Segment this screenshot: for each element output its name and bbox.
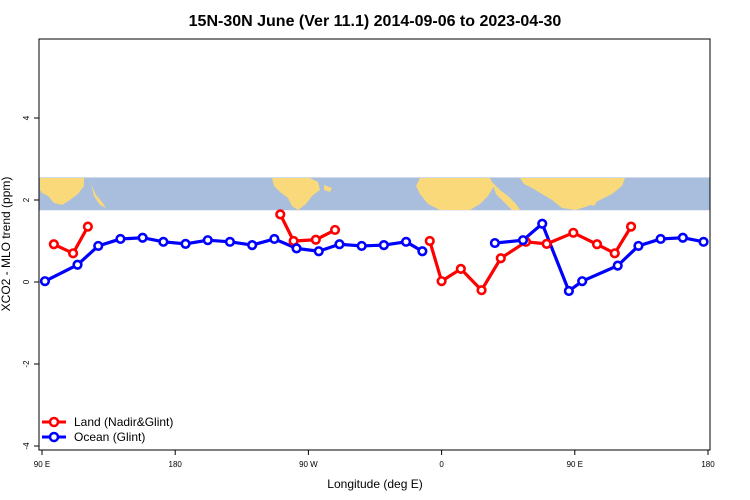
map-land-7 xyxy=(588,196,598,206)
data-point-ocean xyxy=(158,236,169,247)
legend-label-land: Land (Nadir&Glint) xyxy=(74,415,173,429)
data-point-ocean xyxy=(180,238,191,249)
data-point-ocean xyxy=(247,240,258,251)
x-axis: 90 E 180 90 W 0 90 E 180 xyxy=(34,450,715,469)
data-point-land xyxy=(495,253,506,264)
data-point-land xyxy=(568,227,579,238)
data-point-ocean xyxy=(677,232,688,243)
data-point-ocean xyxy=(698,236,709,247)
data-point-ocean xyxy=(291,243,302,254)
legend-marker-land xyxy=(48,416,60,428)
data-point-ocean xyxy=(115,233,126,245)
map-land-4 xyxy=(416,178,494,210)
legend-label-ocean: Ocean (Glint) xyxy=(74,430,145,444)
data-point-land xyxy=(541,238,552,249)
data-point-ocean xyxy=(655,233,666,245)
data-point-ocean xyxy=(400,236,412,247)
data-point-ocean xyxy=(269,233,280,245)
data-point-ocean xyxy=(633,240,644,252)
chart-title: 15N-30N June (Ver 11.1) 2014-09-06 to 20… xyxy=(189,13,562,30)
series-line-land xyxy=(428,225,633,292)
data-point-ocean xyxy=(356,240,367,252)
x-tick-label: 180 xyxy=(701,460,715,469)
data-point-land xyxy=(591,239,603,250)
data-point-land xyxy=(82,221,93,232)
data-point-land xyxy=(48,239,59,250)
map-land-0 xyxy=(40,178,84,205)
data-point-land xyxy=(609,248,620,259)
map-land-3 xyxy=(324,185,332,192)
map-land-5 xyxy=(492,182,520,210)
plot-frame xyxy=(38,38,711,451)
map-land-2 xyxy=(272,178,320,210)
x-tick-label: 180 xyxy=(169,460,183,469)
series-line-land xyxy=(278,213,336,243)
data-point-land xyxy=(329,224,341,236)
y-tick-label: -4 xyxy=(22,442,31,450)
series-line-ocean xyxy=(494,222,704,293)
data-point-ocean xyxy=(224,236,236,247)
data-point-ocean xyxy=(93,240,104,252)
y-axis: -4 -2 0 2 4 xyxy=(22,115,39,450)
data-point-ocean xyxy=(517,235,529,246)
data-point-ocean xyxy=(334,239,345,250)
world-map-band xyxy=(39,177,710,211)
x-tick-label: 0 xyxy=(439,460,444,469)
x-tick-label: 90 E xyxy=(567,460,583,469)
data-point-ocean xyxy=(417,246,428,257)
data-point-ocean xyxy=(489,237,500,249)
data-point-land xyxy=(455,263,466,274)
series-layer xyxy=(39,209,709,297)
data-point-ocean xyxy=(72,259,83,270)
map-land-6 xyxy=(520,178,625,210)
y-axis-label: XCO2 - MLO trend (ppm) xyxy=(0,177,13,312)
data-point-ocean xyxy=(563,285,574,297)
x-axis-label: Longitude (deg E) xyxy=(327,477,422,491)
data-point-ocean xyxy=(313,246,324,257)
data-point-land xyxy=(310,234,321,245)
data-point-ocean xyxy=(137,232,148,243)
legend-entry-land: Land (Nadir&Glint) xyxy=(42,415,173,429)
data-point-ocean xyxy=(39,276,51,287)
data-point-land xyxy=(436,276,447,287)
legend-marker-ocean xyxy=(48,431,60,443)
y-tick-label: -2 xyxy=(22,360,31,368)
y-tick-label: 0 xyxy=(22,279,31,284)
data-point-land xyxy=(625,221,637,232)
x-tick-label: 90 W xyxy=(299,460,318,469)
data-point-ocean xyxy=(612,260,623,271)
data-point-ocean xyxy=(577,276,588,287)
legend: Land (Nadir&Glint) Ocean (Glint) xyxy=(42,415,173,444)
data-point-land xyxy=(424,235,435,247)
data-point-ocean xyxy=(202,235,213,246)
y-tick-label: 2 xyxy=(22,197,31,202)
data-point-ocean xyxy=(378,240,389,251)
data-point-land xyxy=(67,248,79,259)
x-tick-label: 90 E xyxy=(34,460,50,469)
data-point-ocean xyxy=(537,218,548,229)
data-point-land xyxy=(476,285,487,296)
legend-entry-ocean: Ocean (Glint) xyxy=(42,430,145,444)
data-point-land xyxy=(275,209,286,220)
y-tick-label: 4 xyxy=(22,115,31,120)
